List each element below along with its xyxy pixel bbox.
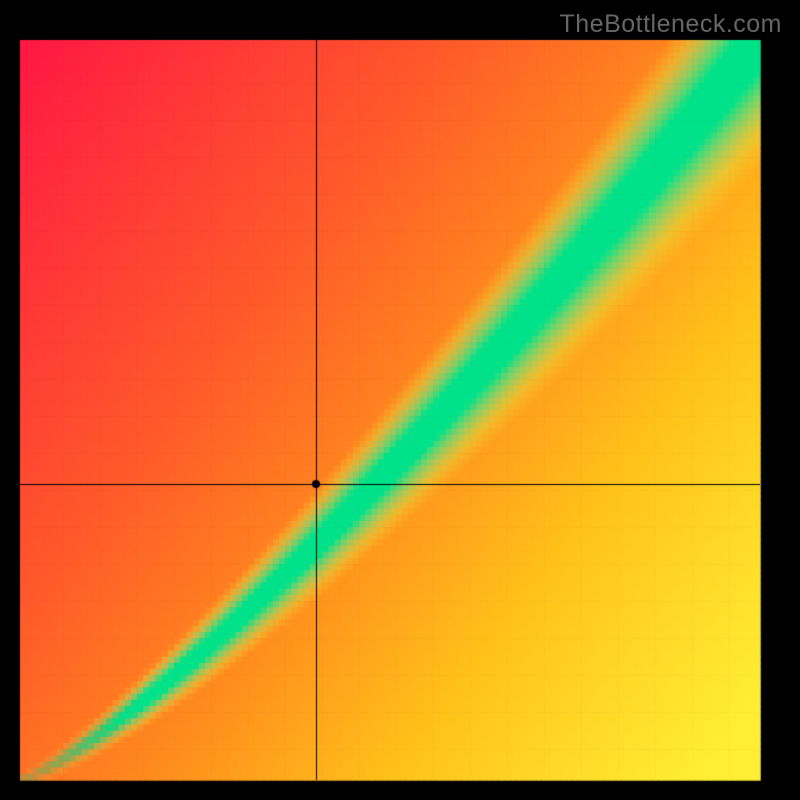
watermark-text: TheBottleneck.com xyxy=(560,10,783,39)
bottleneck-heatmap xyxy=(0,0,800,800)
chart-container: TheBottleneck.com xyxy=(0,0,800,800)
